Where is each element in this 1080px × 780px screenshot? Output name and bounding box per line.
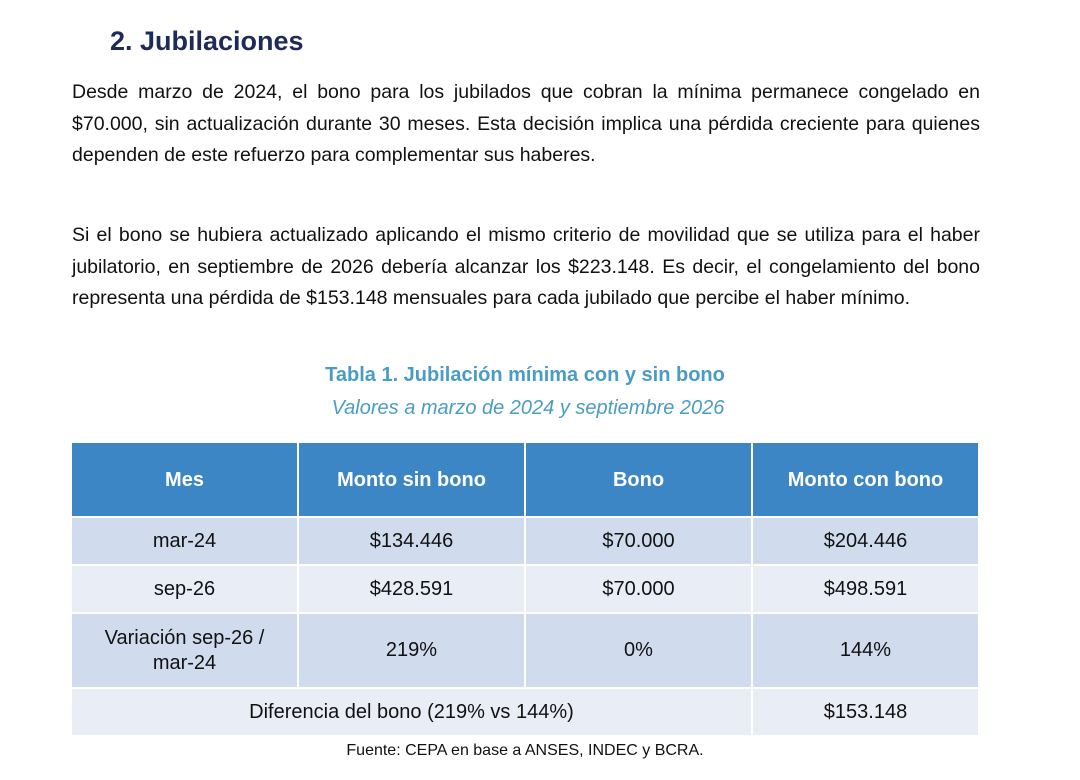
data-table: Mes Monto sin bono Bono Monto con bono m…	[70, 441, 980, 737]
paragraph: Desde marzo de 2024, el bono para los ju…	[72, 81, 980, 166]
table-title: Tabla 1. Jubilación mínima con y sin bon…	[325, 364, 725, 386]
section-heading: 2. Jubilaciones	[110, 26, 304, 56]
source-note: Fuente: CEPA en base a ANSES, INDEC y BC…	[346, 742, 704, 759]
cell: sep-26	[72, 566, 297, 612]
table-subtitle: Valores a marzo de 2024 y septiembre 202…	[331, 397, 725, 419]
cell: $428.591	[299, 566, 524, 612]
footer-row: Diferencia del bono (219% vs 144%) $153.…	[72, 689, 978, 735]
header-row: Mes Monto sin bono Bono Monto con bono	[72, 443, 978, 516]
cell: 0%	[526, 614, 751, 687]
cell: $134.446	[299, 518, 524, 564]
cell: $70.000	[526, 518, 751, 564]
header-cell: Monto con bono	[753, 443, 978, 516]
header-cell: Bono	[526, 443, 751, 516]
cell: 219%	[299, 614, 524, 687]
cell: $204.446	[753, 518, 978, 564]
table-row: sep-26 $428.591 $70.000 $498.591	[72, 566, 978, 612]
cell: $498.591	[753, 566, 978, 612]
cell: $70.000	[526, 566, 751, 612]
paragraph: Si el bono se hubiera actualizado aplica…	[72, 224, 980, 309]
cell: 144%	[753, 614, 978, 687]
table-row: mar-24 $134.446 $70.000 $204.446	[72, 518, 978, 564]
header-cell: Mes	[72, 443, 297, 516]
cell: mar-24	[72, 518, 297, 564]
cell: $153.148	[753, 689, 978, 735]
cell: Variación sep-26 / mar-24	[72, 614, 297, 687]
table-row: Variación sep-26 / mar-24 219% 0% 144%	[72, 614, 978, 687]
cell: Diferencia del bono (219% vs 144%)	[72, 689, 751, 735]
header-cell: Monto sin bono	[299, 443, 524, 516]
